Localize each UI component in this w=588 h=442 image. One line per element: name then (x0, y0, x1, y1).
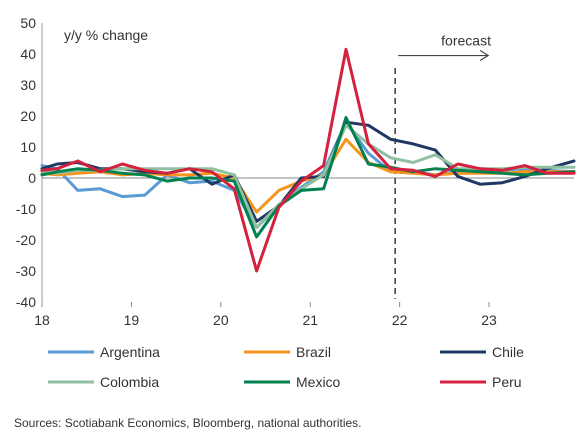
y-tick-label: 40 (20, 46, 36, 62)
legend-label-mexico: Mexico (296, 374, 341, 390)
line-chart: -40 -30 -20 -10 0 10 20 30 40 50 18 19 20 21 22 23 y/y… (16, 15, 576, 390)
y-axis-label: y/y % change (64, 27, 148, 43)
forecast-label: forecast (441, 33, 491, 49)
legend-label-colombia: Colombia (100, 374, 159, 390)
x-tick-label: 19 (124, 312, 140, 328)
x-tick-label: 23 (481, 312, 497, 328)
y-tick-label: 0 (28, 170, 36, 186)
y-tick-label: -40 (16, 294, 36, 310)
legend-label-peru: Peru (492, 374, 522, 390)
x-tick-label: 20 (213, 312, 229, 328)
y-tick-label: 30 (20, 77, 36, 93)
y-axis: -40 -30 -20 -10 0 10 20 30 40 50 (16, 15, 43, 310)
forecast-arrowhead-icon (479, 50, 490, 62)
y-tick-label: -10 (16, 201, 36, 217)
x-tick-label: 18 (34, 312, 50, 328)
y-tick-label: -30 (16, 263, 36, 279)
y-tick-label: 10 (20, 139, 36, 155)
forecast-annotation: forecast (394, 33, 491, 299)
y-tick-label: -20 (16, 232, 36, 248)
x-tick-label: 22 (392, 312, 408, 328)
series-line-peru (40, 47, 576, 273)
y-tick-label: 50 (20, 15, 36, 31)
source-note: Sources: Scotiabank Economics, Bloomberg… (14, 416, 362, 430)
legend-label-chile: Chile (492, 344, 524, 360)
series-lines (40, 47, 576, 273)
series-line-mexico (40, 116, 576, 239)
x-axis: 18 19 20 21 22 23 (34, 177, 574, 328)
legend-label-argentina: Argentina (100, 344, 160, 360)
legend-label-brazil: Brazil (296, 344, 331, 360)
legend: Argentina Brazil Chile Colombia Mexico Peru (48, 344, 524, 390)
x-tick-label: 21 (302, 312, 318, 328)
y-tick-label: 20 (20, 108, 36, 124)
